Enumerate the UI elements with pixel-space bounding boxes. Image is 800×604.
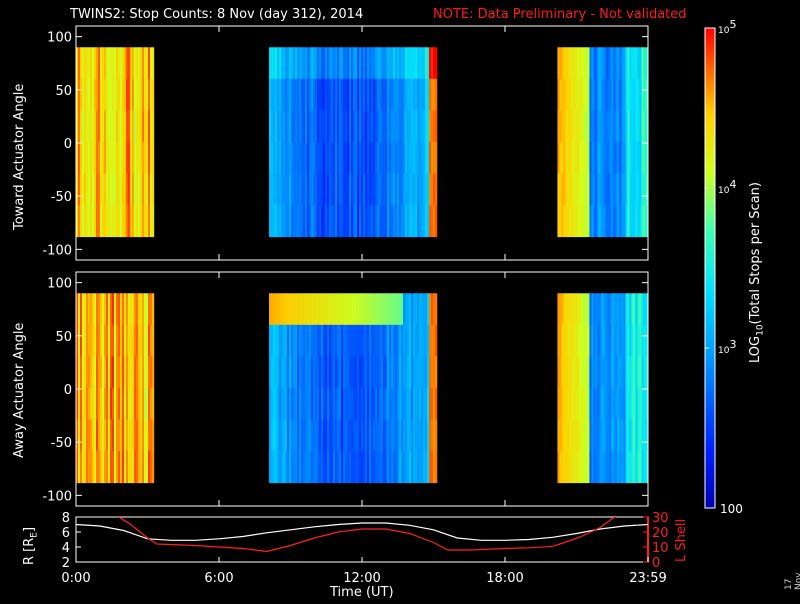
- colorbar-tick-label: 104: [718, 178, 736, 196]
- colorbar-label-end: (Total Stops per Scan): [748, 182, 763, 325]
- r-tick-label: 8: [62, 511, 70, 526]
- toward-y-axis-label: Toward Actuator Angle: [12, 83, 27, 230]
- y-tick-label: -50: [51, 436, 72, 451]
- l-shell-tick-label: 20: [652, 526, 669, 541]
- l-shell-tick-label: 0: [652, 556, 660, 571]
- y-tick-label: 50: [55, 84, 72, 99]
- away-y-axis-label: Away Actuator Angle: [12, 322, 27, 458]
- r-axis-label-sub: E: [29, 532, 40, 538]
- chart-title: TWINS2: Stop Counts: 8 Nov (day 312), 20…: [70, 7, 364, 22]
- l-shell-line: [118, 517, 616, 553]
- y-tick-label: 50: [55, 330, 72, 345]
- orbit-frame: [75, 516, 649, 563]
- y-tick-label: -100: [42, 243, 72, 258]
- x-tick-label: 12:00: [343, 571, 380, 586]
- toward-heatmap-panel: 100 50 0 -50 -100: [42, 25, 649, 261]
- orbit-lines: [76, 517, 648, 553]
- orbit-right-axis-label: L Shell: [674, 518, 689, 562]
- data-block-3: [557, 293, 648, 484]
- y-tick-label: 0: [64, 137, 72, 152]
- r-axis-label-text: R [R: [22, 537, 37, 565]
- x-tick-label: 0:00: [61, 571, 90, 586]
- colorbar-label-log: LOG: [748, 335, 763, 363]
- y-tick-label: -100: [42, 489, 72, 504]
- colorbar-gradient: [704, 27, 716, 509]
- x-tick-label: 18:00: [486, 571, 523, 586]
- away-heatmap-panel: 100 50 0 -50 -100: [42, 271, 649, 507]
- data-block-2: [269, 293, 438, 484]
- y-tick-label: 100: [47, 31, 72, 46]
- colorbar: 105 104 103 100: [704, 18, 743, 516]
- y-tick-label: 100: [47, 277, 72, 292]
- data-block-1: [76, 47, 155, 238]
- preliminary-note: NOTE: Data Preliminary - Not validated: [433, 7, 687, 22]
- orbit-left-axis-label: R [RE]: [22, 527, 40, 565]
- r-axis-label-end: ]: [22, 526, 37, 533]
- colorbar-label-sub: 10: [755, 324, 766, 336]
- r-tick-label: 6: [62, 526, 70, 541]
- colorbar-tick-label: 100: [720, 502, 743, 516]
- l-shell-tick-label: 10: [652, 541, 669, 556]
- r-distance-line: [76, 522, 648, 541]
- l-shell-tick-label: 30: [652, 511, 669, 526]
- colorbar-tick-label: 105: [718, 18, 736, 36]
- y-tick-label: -50: [51, 190, 72, 205]
- y-tick-label: 0: [64, 383, 72, 398]
- date-stamp: 17 Nov 14: [784, 572, 800, 590]
- r-tick-label: 2: [62, 556, 70, 571]
- x-tick-label: 6:00: [204, 571, 233, 586]
- heatmap-cells: [76, 47, 648, 238]
- x-tick-label: 23:59: [629, 571, 666, 586]
- data-block-3: [557, 47, 648, 238]
- data-block-1: [76, 293, 155, 484]
- colorbar-label: LOG10(Total Stops per Scan): [748, 182, 766, 363]
- heatmap-cells: [76, 293, 648, 484]
- colorbar-tick-label: 103: [718, 338, 736, 356]
- r-tick-label: 4: [62, 541, 70, 556]
- x-axis-label: Time (UT): [330, 585, 394, 600]
- data-block-2: [269, 47, 438, 238]
